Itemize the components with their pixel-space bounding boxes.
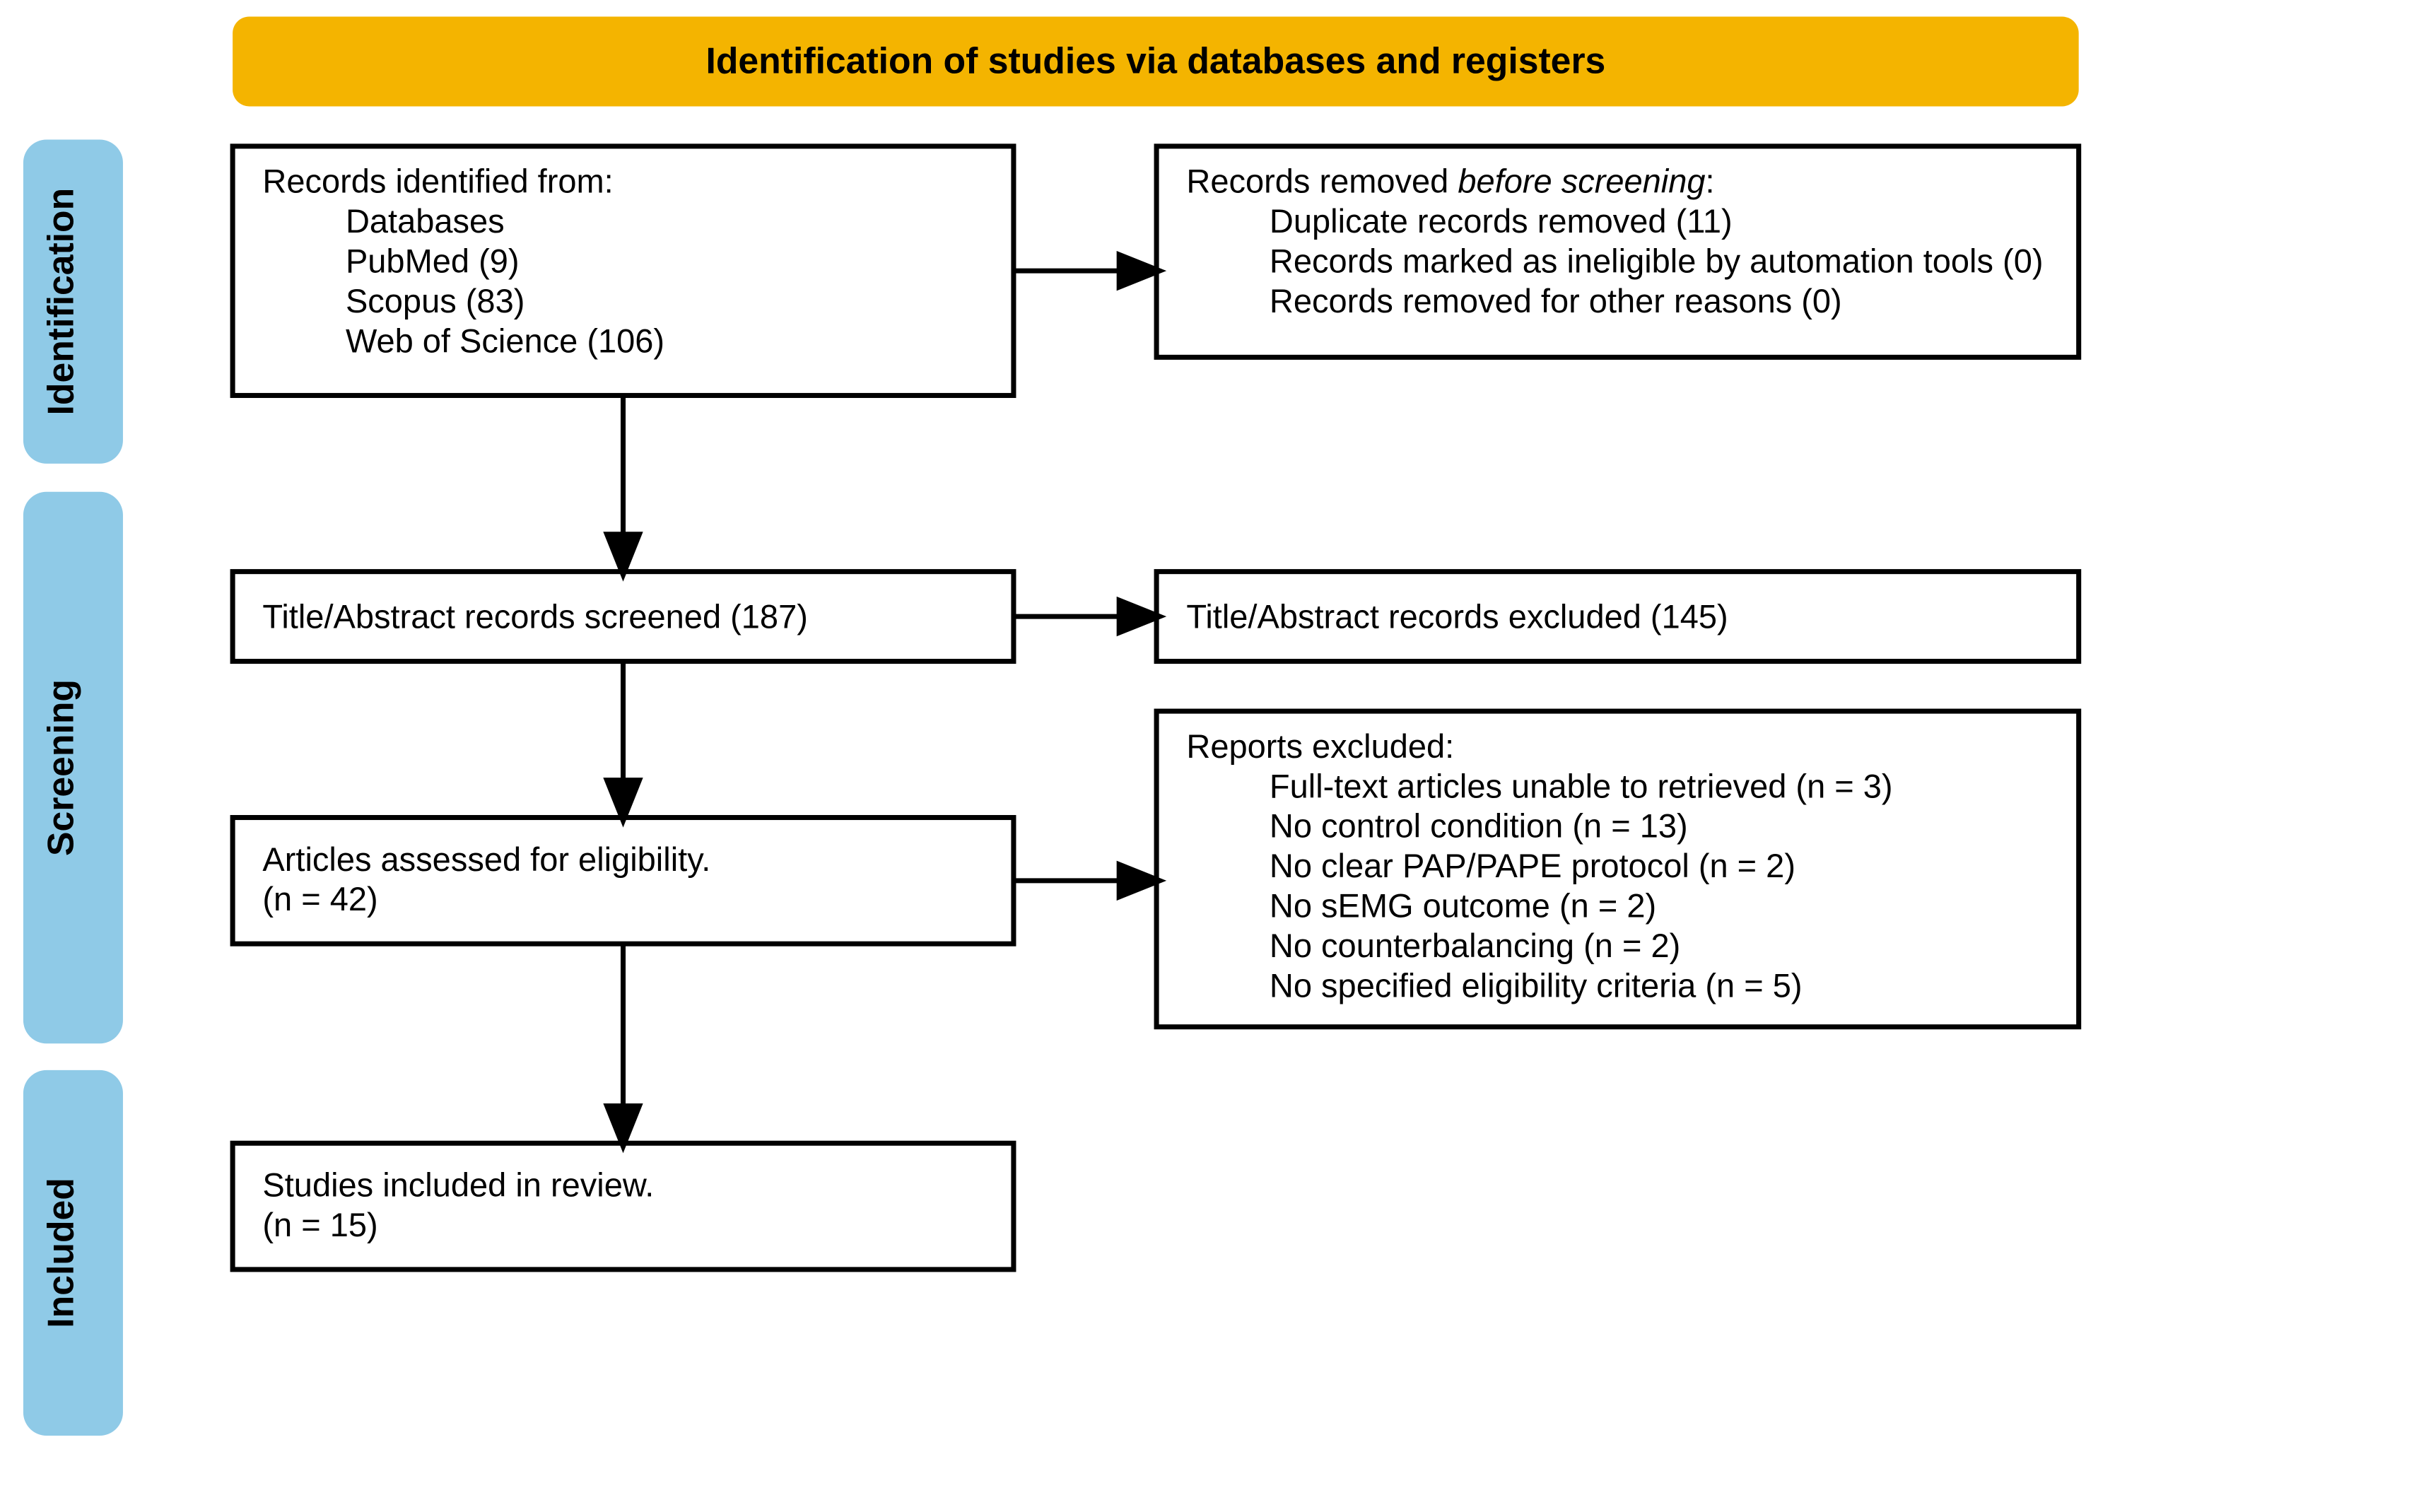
box-assessed: Articles assessed for eligibility.(n = 4…: [233, 818, 1014, 944]
svg-text:Studies included in review.: Studies included in review.: [262, 1166, 654, 1203]
svg-text:Records identified from:: Records identified from:: [262, 163, 613, 200]
svg-text:Records removed for other reas: Records removed for other reasons (0): [1270, 282, 1842, 320]
phase-rail: Identification Screening Included: [23, 139, 123, 1436]
svg-text:PubMed (9): PubMed (9): [346, 242, 520, 280]
header-banner: Identification of studies via databases …: [233, 17, 2079, 107]
svg-text:Web of Science (106): Web of Science (106): [346, 322, 664, 359]
phase-label-included: Included: [40, 1178, 81, 1328]
svg-text:Records marked as ineligible b: Records marked as ineligible by automati…: [1270, 242, 2044, 280]
phase-label-identification: Identification: [40, 188, 81, 416]
box-reports_excluded: Reports excluded:Full-text articles unab…: [1156, 711, 2079, 1027]
box-removed_before: Records removed before screening:Duplica…: [1156, 146, 2079, 358]
phase-label-screening: Screening: [40, 679, 81, 856]
flow-boxes: Records identified from:DatabasesPubMed …: [233, 146, 2079, 1270]
svg-text:Title/Abstract records screene: Title/Abstract records screened (187): [262, 598, 807, 635]
box-included_box: Studies included in review.(n = 15): [233, 1143, 1014, 1270]
svg-text:No control condition (n = 13): No control condition (n = 13): [1270, 807, 1688, 845]
svg-text:Scopus (83): Scopus (83): [346, 282, 525, 320]
box-screened_excluded: Title/Abstract records excluded (145): [1156, 572, 2079, 662]
phase-included: Included: [23, 1070, 123, 1436]
prisma-flowchart: Identification of studies via databases …: [0, 0, 2426, 1512]
svg-text:Full-text articles unable to r: Full-text articles unable to retrieved (…: [1270, 767, 1893, 804]
svg-text:Records removed before screeni: Records removed before screening:: [1186, 163, 1714, 200]
svg-text:No specified eligibility crite: No specified eligibility criteria (n = 5…: [1270, 966, 1803, 1004]
svg-text:Title/Abstract records exclude: Title/Abstract records excluded (145): [1186, 598, 1728, 635]
phase-identification: Identification: [23, 139, 123, 463]
svg-text:Databases: Databases: [346, 202, 505, 240]
box-identified: Records identified from:DatabasesPubMed …: [233, 146, 1014, 396]
svg-text:Articles assessed for eligibil: Articles assessed for eligibility.: [262, 840, 710, 878]
header-title: Identification of studies via databases …: [705, 40, 1605, 81]
svg-text:No clear PAP/PAPE protocol (n: No clear PAP/PAPE protocol (n = 2): [1270, 847, 1795, 884]
svg-text:No sEMG outcome (n = 2): No sEMG outcome (n = 2): [1270, 887, 1656, 925]
svg-text:Duplicate records removed (11): Duplicate records removed (11): [1270, 202, 1733, 240]
phase-screening: Screening: [23, 492, 123, 1043]
svg-text:No counterbalancing (n = 2): No counterbalancing (n = 2): [1270, 927, 1680, 964]
svg-text:(n = 42): (n = 42): [262, 880, 377, 918]
svg-text:(n = 15): (n = 15): [262, 1206, 377, 1243]
box-screened: Title/Abstract records screened (187): [233, 572, 1014, 662]
svg-text:Reports excluded:: Reports excluded:: [1186, 727, 1454, 765]
